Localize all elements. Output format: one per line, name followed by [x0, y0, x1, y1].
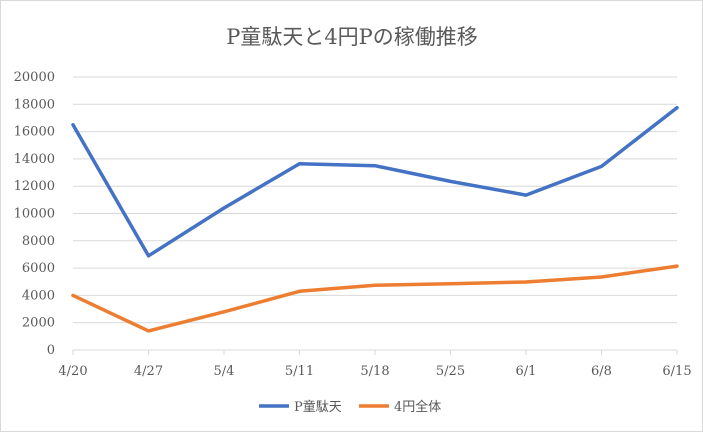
- data-point: [373, 283, 377, 287]
- y-tick-label: 4000: [22, 288, 55, 303]
- x-tick-label: 6/15: [662, 364, 691, 379]
- x-tick-label: 5/4: [214, 364, 235, 379]
- x-axis-ticks: 4/20 4/27 5/4 5/11 5/18 5/25 6/1 6/8 6/15: [58, 350, 692, 379]
- series-lines: [71, 105, 679, 333]
- y-tick-label: 8000: [22, 234, 55, 249]
- data-point: [147, 329, 150, 333]
- x-tick-label: 4/20: [58, 364, 87, 379]
- data-point: [71, 123, 75, 127]
- y-tick-label: 12000: [14, 179, 55, 194]
- y-tick-label: 0: [47, 343, 55, 358]
- legend-label: P童駄天: [294, 399, 342, 415]
- data-point: [71, 293, 75, 297]
- series-line-1: [71, 105, 679, 258]
- y-tick-label: 18000: [14, 97, 55, 112]
- data-point: [600, 164, 603, 168]
- data-point: [147, 254, 150, 258]
- data-point: [675, 264, 679, 268]
- data-point: [222, 310, 226, 314]
- y-tick-label: 16000: [14, 125, 55, 140]
- y-tick-label: 6000: [22, 261, 55, 276]
- x-tick-label: 5/18: [360, 364, 389, 379]
- y-axis-ticks: 0 2000 4000 6000 8000 10000 12000 14000 16000 180…: [14, 70, 55, 358]
- y-tick-label: 20000: [14, 70, 55, 85]
- data-point: [449, 179, 452, 183]
- gridlines: [73, 76, 677, 351]
- data-point: [524, 193, 528, 197]
- y-tick-label: 10000: [14, 207, 55, 222]
- x-tick-label: 6/8: [591, 364, 612, 379]
- legend-label: 4円全体: [394, 399, 441, 415]
- y-tick-label: 14000: [14, 152, 55, 167]
- x-tick-label: 5/11: [285, 364, 314, 379]
- chart-title: P童駄天と4円Pの稼働推移: [226, 25, 478, 49]
- x-tick-label: 5/25: [436, 364, 465, 379]
- data-point: [298, 289, 301, 293]
- series-line-2: [71, 264, 679, 333]
- x-tick-label: 4/27: [134, 364, 163, 379]
- data-point: [524, 280, 528, 284]
- data-point: [600, 275, 603, 279]
- data-point: [373, 164, 377, 168]
- x-tick-label: 6/1: [516, 364, 537, 379]
- y-tick-label: 2000: [22, 316, 55, 331]
- data-point: [222, 206, 226, 210]
- data-point: [449, 282, 452, 286]
- legend: P童駄天 4円全体: [259, 399, 441, 415]
- data-point: [298, 162, 301, 166]
- data-point: [675, 106, 679, 110]
